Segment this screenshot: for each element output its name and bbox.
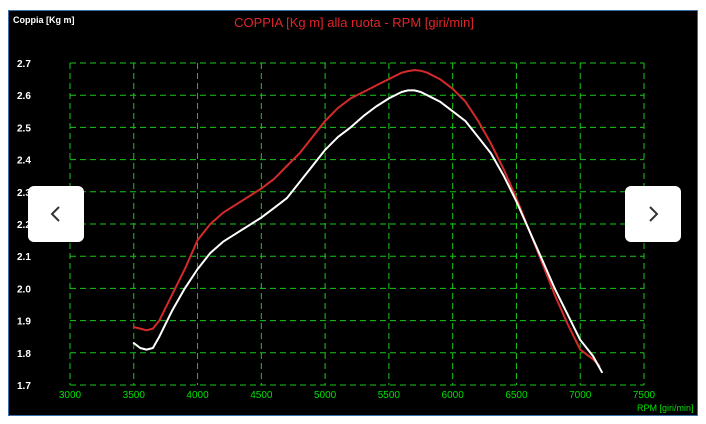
x-tick-label: 5000 — [314, 390, 337, 401]
x-tick-label: 4500 — [250, 390, 273, 401]
series-lines — [132, 69, 603, 374]
y-tick-label: 2.1 — [17, 252, 31, 263]
x-tick-label: 6500 — [505, 390, 528, 401]
y-tick-label: 2.6 — [17, 91, 31, 102]
y-tick-label: 2.3 — [17, 188, 31, 199]
x-tick-label: 6000 — [442, 390, 465, 401]
y-tick-label: 2.5 — [17, 123, 31, 134]
y-tick-label: 2.2 — [17, 220, 31, 231]
x-tick-label: 7000 — [569, 390, 592, 401]
next-button[interactable] — [625, 186, 681, 242]
x-tick-label: 7500 — [633, 390, 656, 401]
x-tick-labels: 3000 3500 4000 4500 5000 5500 6000 6500 7000 7500 — [59, 390, 656, 401]
x-tick-label: 3000 — [59, 390, 82, 401]
chevron-right-icon — [649, 206, 659, 222]
x-tick-label: 3500 — [123, 390, 146, 401]
previous-button[interactable] — [28, 186, 84, 242]
y-tick-label: 2.0 — [17, 284, 31, 295]
y-tick-label: 2.4 — [17, 156, 31, 167]
y-axis-label: Coppia [Kg m] — [13, 15, 75, 25]
y-tick-label: 1.8 — [17, 349, 31, 360]
chart-title: COPPIA [Kg m] alla ruota - RPM [giri/min… — [234, 15, 474, 30]
chart-frame: COPPIA [Kg m] alla ruota - RPM [giri/min… — [8, 10, 698, 416]
x-tick-label: 5500 — [378, 390, 401, 401]
chevron-left-icon — [50, 206, 60, 222]
x-tick-label: 4000 — [186, 390, 209, 401]
y-tick-label: 1.7 — [17, 381, 31, 392]
y-tick-label: 2.7 — [17, 59, 31, 70]
y-tick-labels: 1.7 1.8 1.9 2.0 2.1 2.2 2.3 2.4 2.5 2.6 2.7 — [17, 59, 31, 392]
series-line-1 — [132, 69, 601, 367]
x-axis-label: RPM [giri/min] — [637, 403, 694, 413]
grid-lines — [69, 62, 645, 386]
series-line-2 — [132, 89, 603, 374]
y-tick-label: 1.9 — [17, 317, 31, 328]
torque-chart: COPPIA [Kg m] alla ruota - RPM [giri/min… — [13, 15, 694, 413]
